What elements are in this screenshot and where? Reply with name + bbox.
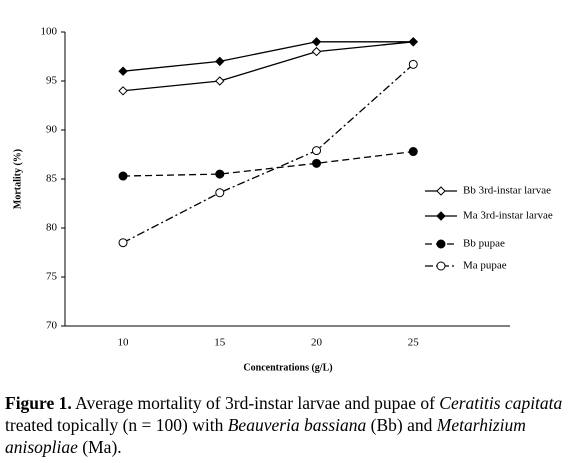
legend-label: Ma pupae bbox=[463, 260, 507, 272]
marker bbox=[215, 169, 225, 179]
caption-label: Figure 1. bbox=[5, 393, 72, 413]
caption-text: (Bb) and bbox=[366, 415, 437, 435]
species: Ceratitis capitata bbox=[439, 393, 563, 413]
caption-text: treated topically (n = 100) with bbox=[5, 415, 228, 435]
y-tick-label: 85 bbox=[46, 173, 58, 185]
series-line bbox=[122, 41, 414, 72]
marker bbox=[436, 211, 446, 221]
marker bbox=[408, 59, 418, 69]
chart: Mortality (%) Concentrations (g/L) 70 75 8… bbox=[12, 26, 553, 374]
marker bbox=[311, 37, 322, 47]
caption: Figure 1. Average mortality of 3rd-insta… bbox=[5, 392, 577, 458]
y-tick-label: 75 bbox=[46, 271, 58, 283]
marker bbox=[118, 238, 128, 248]
series-line bbox=[122, 41, 414, 92]
marker bbox=[436, 261, 446, 271]
marker bbox=[215, 76, 225, 86]
y-tick-label: 70 bbox=[46, 320, 58, 332]
caption-text: Average mortality of 3rd-instar larvae a… bbox=[71, 393, 440, 413]
x-tick-label: 10 bbox=[118, 337, 130, 349]
legend-label: Bb 3rd-instar larvae bbox=[463, 185, 551, 197]
marker bbox=[118, 86, 128, 96]
series-line bbox=[123, 150, 414, 177]
caption-text: (Ma). bbox=[77, 437, 122, 457]
legend-label: Bb pupae bbox=[463, 238, 505, 250]
x-tick-label: 25 bbox=[408, 337, 420, 349]
legend-label: Ma 3rd-instar larvae bbox=[463, 210, 553, 222]
marker bbox=[118, 66, 128, 76]
species: Beauveria bassiana bbox=[227, 415, 367, 435]
marker bbox=[408, 37, 418, 47]
marker bbox=[436, 239, 446, 249]
y-tick-label: 95 bbox=[46, 75, 58, 87]
marker bbox=[215, 188, 225, 198]
y-axis-label: Mortality (%) bbox=[12, 149, 23, 209]
y-tick-label: 80 bbox=[46, 222, 58, 234]
x-tick-label: 15 bbox=[214, 337, 226, 349]
species: Metarhizium anisopliae bbox=[5, 415, 526, 457]
marker bbox=[215, 56, 225, 67]
series-line bbox=[122, 63, 414, 244]
marker bbox=[312, 158, 322, 168]
marker bbox=[436, 186, 446, 196]
marker bbox=[118, 171, 128, 181]
marker bbox=[311, 46, 322, 57]
y-tick-label: 100 bbox=[41, 26, 58, 38]
y-tick-label: 90 bbox=[46, 124, 58, 136]
marker bbox=[408, 147, 418, 157]
x-axis-label: Concentrations (g/L) bbox=[243, 362, 332, 373]
x-tick-label: 20 bbox=[311, 337, 323, 349]
marker bbox=[312, 146, 322, 156]
